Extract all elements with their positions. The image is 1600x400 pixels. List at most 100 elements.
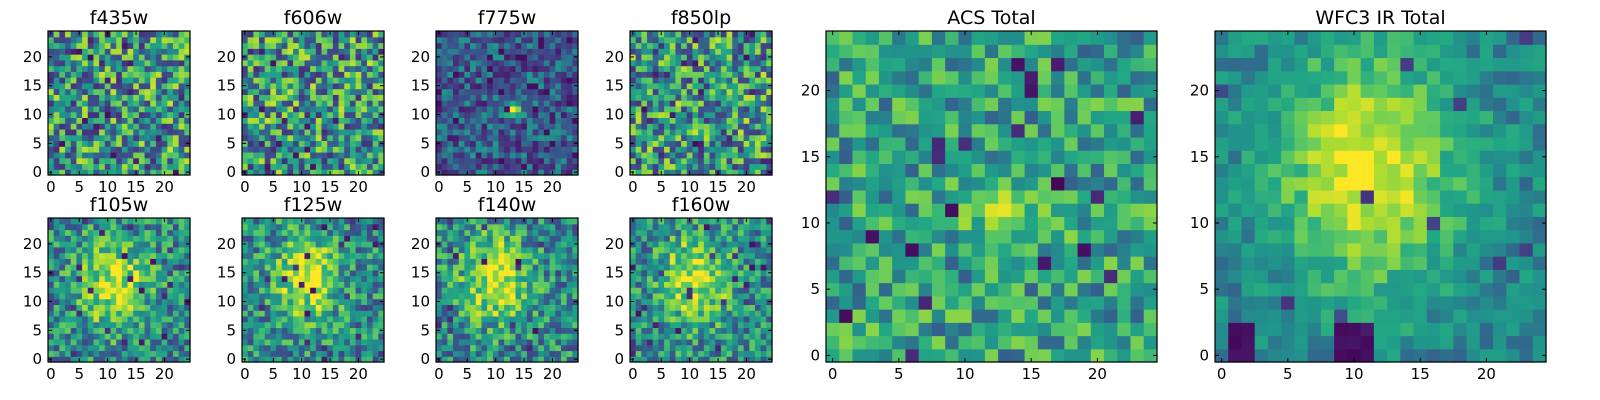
heatmap-cell [664, 310, 671, 317]
heatmap-cell [349, 218, 357, 225]
heatmap-cell [487, 77, 494, 84]
heatmap-cell [732, 59, 739, 67]
heatmap-cell [715, 59, 722, 67]
heatmap-cell [743, 298, 750, 305]
heatmap-cell [99, 258, 106, 265]
heatmap-cell [458, 310, 465, 317]
heatmap-cell [378, 77, 385, 84]
heatmap-cell [121, 169, 129, 176]
heatmap-cell [475, 252, 483, 259]
heatmap-cell [247, 31, 254, 38]
heatmap-cell [560, 59, 568, 67]
heatmap-cell [464, 287, 471, 294]
heatmap-cell [150, 350, 157, 357]
heatmap-cell [743, 48, 750, 55]
heatmap-cell [361, 310, 368, 317]
heatmap-cell [155, 275, 163, 282]
heatmap-cell [253, 258, 260, 265]
heatmap-cell [703, 169, 711, 176]
heatmap-cell [647, 71, 654, 78]
heatmap-cell [675, 100, 682, 107]
heatmap-cell [470, 117, 477, 124]
heatmap-cell [669, 31, 677, 38]
heatmap-cell [321, 350, 328, 357]
heatmap-cell [692, 82, 699, 90]
heatmap-cell [264, 223, 271, 231]
heatmap-cell [566, 48, 573, 55]
heatmap-cell [698, 65, 705, 72]
heatmap-cell [572, 344, 579, 352]
heatmap-cell [133, 287, 140, 294]
heatmap-cell [93, 344, 100, 352]
heatmap-cell [566, 140, 573, 147]
heatmap-cell [253, 235, 260, 242]
heatmap-cell [475, 241, 483, 248]
heatmap-cell [167, 134, 174, 142]
heatmap-cell [692, 157, 699, 165]
heatmap-cell [726, 36, 733, 44]
heatmap-cell [344, 31, 351, 38]
heatmap-cell [766, 36, 773, 44]
heatmap-cell [70, 321, 77, 329]
heatmap-cell [475, 229, 483, 236]
heatmap-cell [253, 229, 260, 236]
heatmap-cell [698, 123, 705, 130]
heatmap-cell [647, 111, 654, 118]
heatmap-cell [150, 310, 157, 317]
heatmap-cell [264, 246, 271, 254]
heatmap-cell [76, 298, 83, 305]
heatmap-cell [743, 82, 750, 90]
heatmap-cell [327, 77, 334, 84]
heatmap-cell [287, 151, 294, 159]
heatmap-cell [526, 134, 534, 142]
heatmap-cell [726, 82, 733, 90]
heatmap-cell [453, 157, 460, 165]
heatmap-cell [76, 151, 83, 159]
heatmap-cell [355, 146, 362, 153]
heatmap-cell [509, 241, 517, 248]
heatmap-cell [566, 223, 573, 231]
heatmap-cell [93, 94, 100, 101]
x-tick-label: 0 [46, 365, 56, 383]
heatmap-cell [264, 134, 271, 142]
heatmap-cell [647, 151, 654, 159]
heatmap-cell [355, 241, 362, 248]
heatmap-cell [366, 275, 374, 282]
heatmap-cell [155, 333, 163, 340]
heatmap-cell [647, 298, 654, 305]
heatmap-cell [53, 82, 60, 90]
heatmap-cell [481, 235, 488, 242]
heatmap-cell [270, 350, 277, 357]
heatmap-cell [110, 128, 117, 136]
heatmap-cell [470, 169, 477, 176]
heatmap-cell [555, 71, 562, 78]
heatmap-cell [658, 140, 665, 147]
heatmap-cell [127, 100, 134, 107]
heatmap-cell [560, 333, 568, 340]
heatmap-cell [538, 163, 545, 170]
x-tick-label: 20 [543, 365, 562, 383]
heatmap-cell [630, 310, 637, 317]
heatmap-cell [555, 59, 562, 67]
heatmap-cell [150, 281, 157, 288]
heatmap-cell [259, 111, 266, 118]
heatmap-cell [698, 338, 705, 346]
heatmap-cell [116, 218, 123, 225]
heatmap-cell [470, 105, 477, 113]
heatmap-cell [310, 310, 317, 317]
heatmap-cell [355, 229, 362, 236]
heatmap-cell [344, 333, 351, 340]
heatmap-cell [116, 117, 123, 124]
heatmap-cell [281, 327, 289, 334]
heatmap-cell [464, 54, 471, 61]
heatmap-cell [641, 105, 648, 113]
heatmap-cell [498, 36, 505, 44]
heatmap-cell [167, 356, 174, 363]
heatmap-cell [543, 94, 551, 101]
heatmap-cell [566, 218, 573, 225]
heatmap-cell [498, 298, 505, 305]
heatmap-cell [475, 356, 483, 363]
heatmap-cell [178, 134, 185, 142]
heatmap-cell [470, 54, 477, 61]
heatmap-cell [270, 258, 277, 265]
